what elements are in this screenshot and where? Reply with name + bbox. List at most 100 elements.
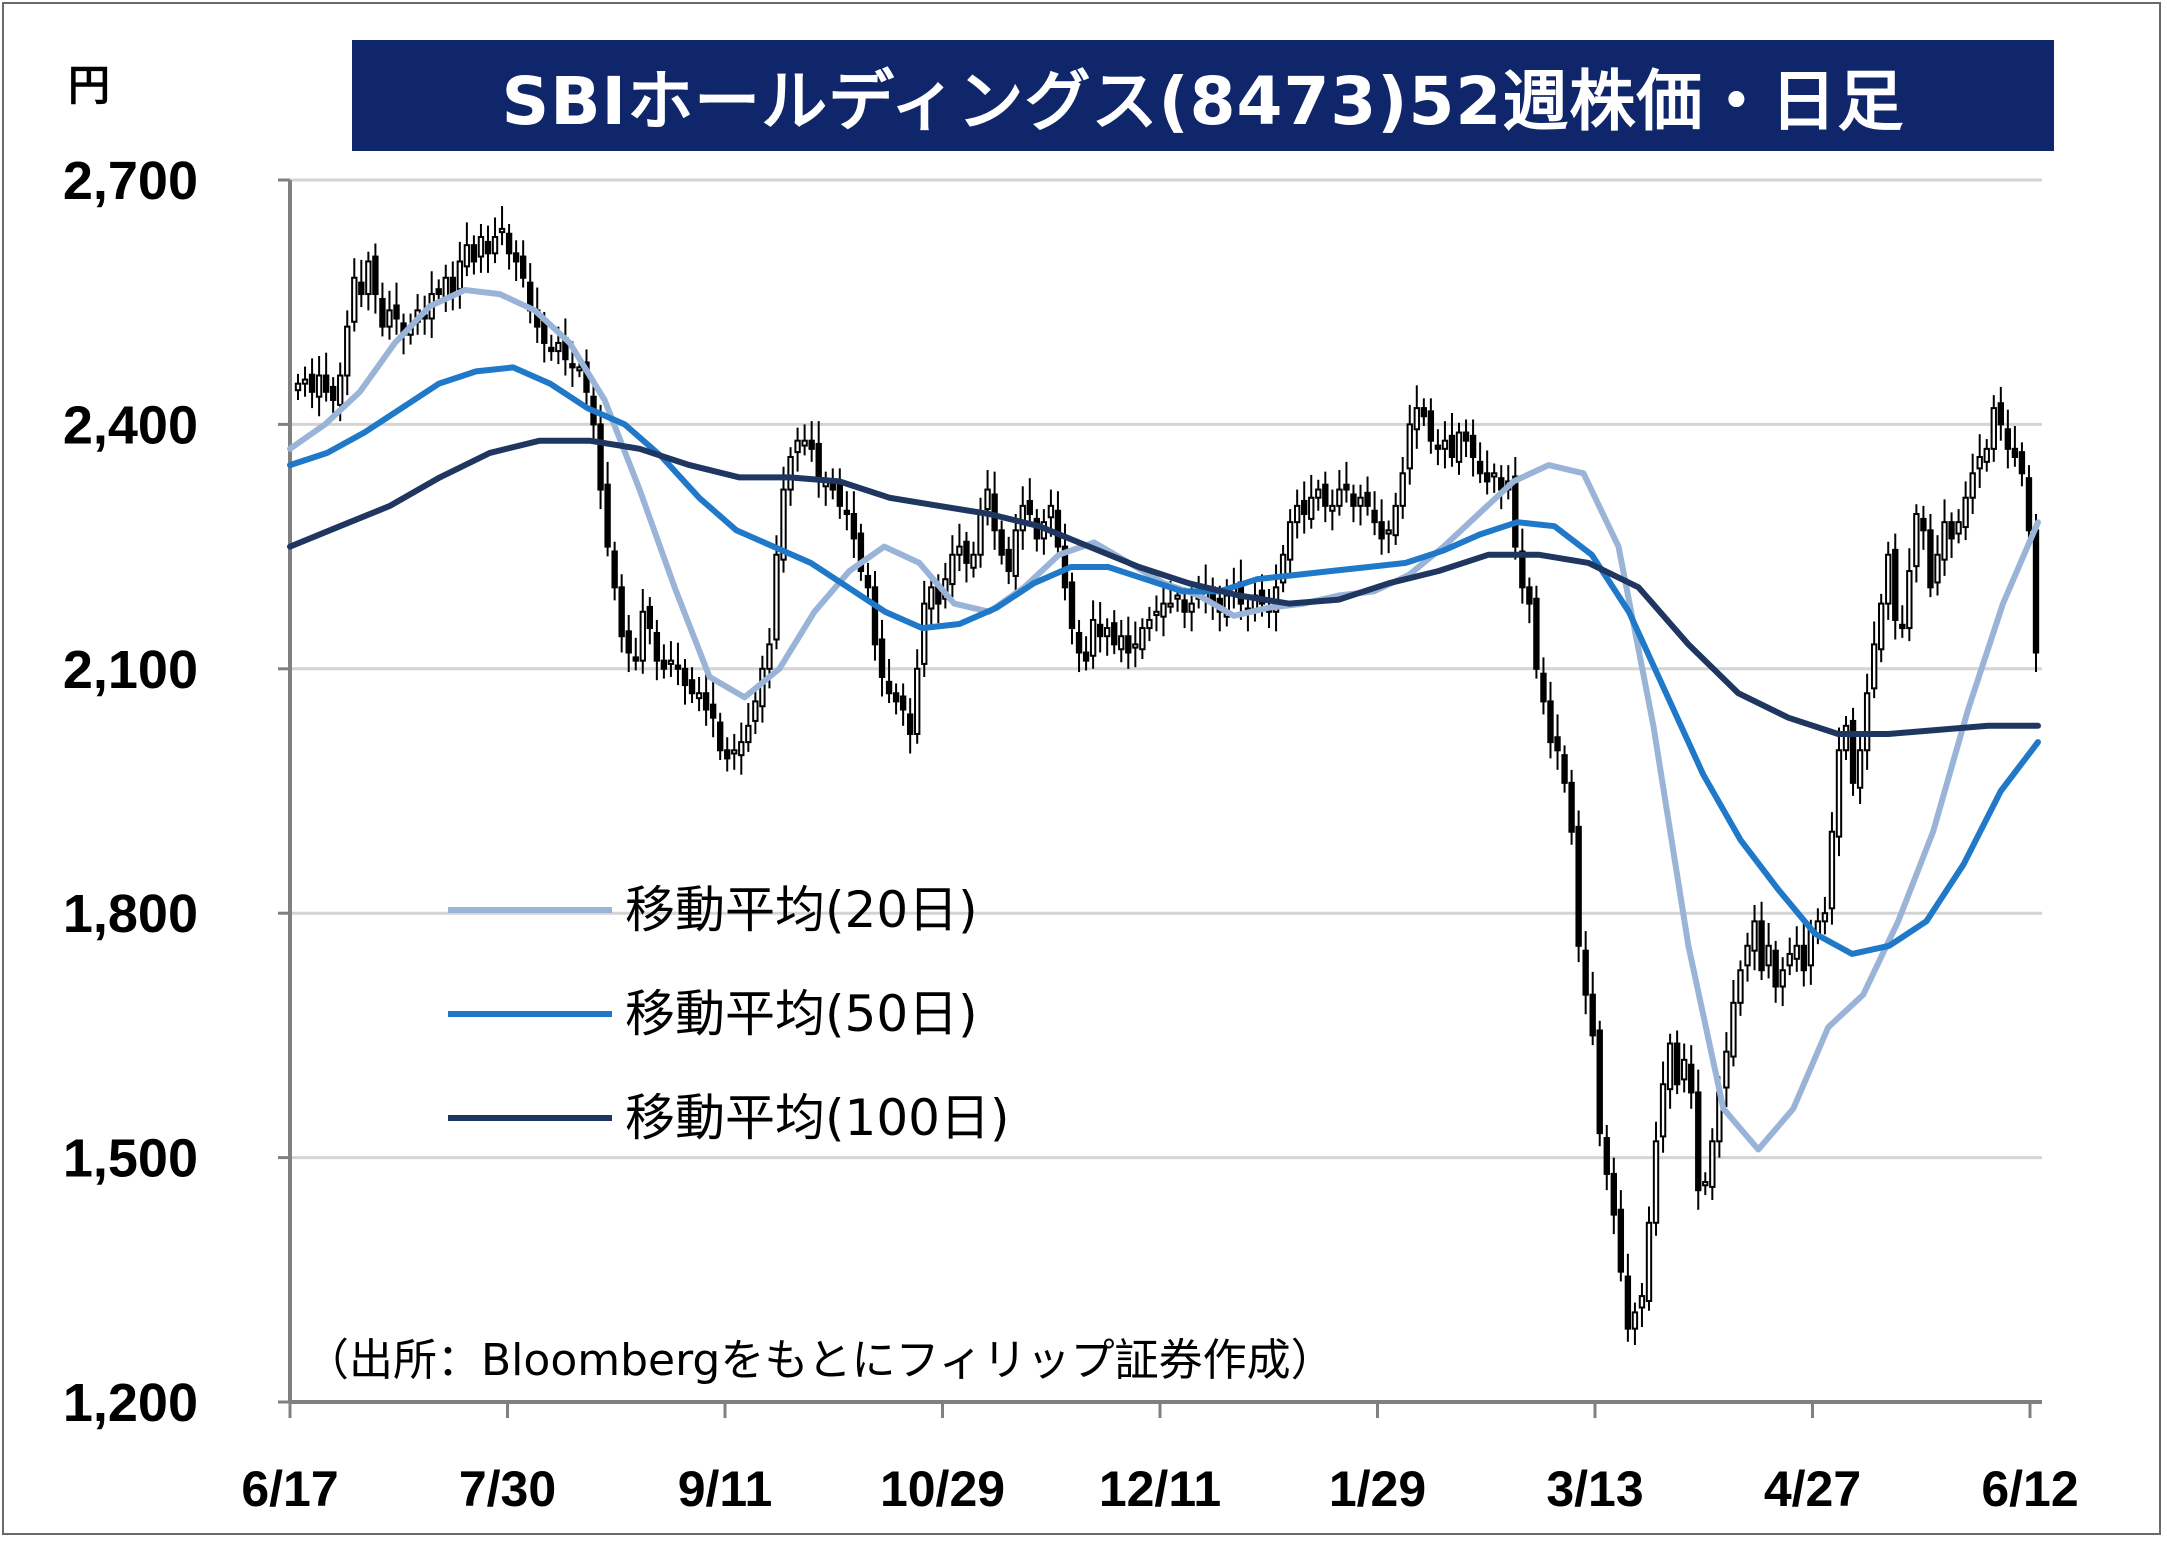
candle-body — [653, 631, 661, 662]
chart-title: SBIホールディングス(8473)52週株価・日足 — [501, 62, 1905, 140]
candle-body — [344, 325, 351, 377]
candle-body — [1111, 622, 1118, 646]
source-note: （出所：Bloombergをもとにフィリップ証券作成） — [305, 1335, 1335, 1386]
candle-body — [358, 281, 365, 296]
candle-body — [308, 373, 316, 393]
candle-body — [801, 439, 808, 447]
candle-body — [1561, 754, 1568, 784]
candle-body — [1941, 521, 1948, 561]
candle-body — [365, 260, 372, 296]
candle-body — [1322, 483, 1329, 507]
candle-body — [1491, 472, 1498, 478]
candle-body — [1096, 623, 1104, 638]
candle-body — [1997, 402, 2004, 426]
candle-body — [1343, 483, 1350, 491]
candle-body — [1765, 944, 1772, 967]
candle-body — [1188, 602, 1195, 613]
candle-body — [1336, 488, 1343, 507]
candle-body — [1969, 472, 1976, 499]
x-tick-label: 10/29 — [880, 1461, 1005, 1517]
candle-body — [1413, 407, 1420, 431]
candle-body — [1174, 594, 1181, 600]
candle-body — [1786, 952, 1793, 967]
candle-body — [1068, 581, 1076, 630]
candle-body — [1364, 491, 1371, 507]
candle-body — [1631, 1311, 1639, 1330]
candle-body — [1645, 1221, 1653, 1302]
candle-body — [977, 513, 984, 556]
y-tick-label: 2,700 — [63, 151, 198, 211]
candle-body — [1758, 920, 1765, 972]
candle-body — [1371, 509, 1378, 524]
candle-body — [836, 483, 843, 507]
candle-body — [512, 252, 520, 263]
candle-body — [1779, 969, 1786, 988]
candle-body — [1540, 672, 1547, 703]
candle-body — [541, 320, 548, 344]
x-tick-label: 12/11 — [1099, 1461, 1221, 1517]
candle-body — [899, 695, 907, 711]
candle-body — [294, 382, 302, 392]
candle-body — [1983, 447, 1990, 463]
candle-body — [1582, 949, 1589, 996]
candle-body — [1160, 602, 1167, 618]
candle-body — [1132, 643, 1139, 649]
candle-body — [906, 713, 914, 735]
candle-body — [569, 363, 576, 369]
candle-body — [878, 638, 886, 678]
candle-body — [1835, 749, 1843, 838]
candle-body — [864, 574, 872, 589]
candle-body — [850, 513, 858, 540]
candle-body — [1054, 509, 1062, 548]
candle-body — [477, 236, 485, 258]
candle-body — [330, 385, 337, 401]
candle-body — [576, 366, 583, 372]
candle-body — [2018, 451, 2026, 475]
candle-body — [337, 374, 344, 406]
candle-body — [815, 442, 822, 483]
candle-body — [1673, 1042, 1681, 1086]
x-tick-label: 4/27 — [1764, 1461, 1861, 1517]
candle-body — [1659, 1083, 1667, 1138]
candle-body — [660, 659, 668, 670]
candle-body — [372, 255, 379, 296]
candle-body — [843, 509, 851, 516]
candle-body — [1139, 627, 1146, 651]
candle-body — [1167, 602, 1174, 608]
candle-body — [1948, 521, 1955, 540]
candle-body — [1899, 623, 1906, 630]
candle-body — [787, 455, 794, 491]
candle-body — [1547, 700, 1554, 744]
candle-body — [470, 244, 478, 263]
candle-body — [1427, 410, 1435, 442]
candle-body — [1378, 521, 1385, 540]
candle-body — [1512, 475, 1519, 548]
y-tick-labels: 1,200 1,500 1,800 2,100 2,400 2,700 — [63, 151, 198, 1433]
candle-body — [709, 703, 717, 719]
candle-body — [1617, 1208, 1625, 1273]
candlesticks — [294, 206, 2040, 1345]
candle-body — [505, 232, 513, 255]
candle-body — [963, 540, 970, 564]
candle-body — [1301, 499, 1308, 516]
candle-body — [674, 664, 682, 670]
candle-body — [1575, 825, 1582, 947]
candle-body — [646, 605, 654, 630]
candle-body — [1047, 504, 1055, 519]
candle-body — [1730, 1001, 1737, 1058]
candle-body — [379, 297, 386, 328]
candle-body — [717, 721, 724, 752]
candle-body — [1399, 472, 1406, 507]
candle-body — [1350, 493, 1357, 507]
candle-body — [794, 439, 801, 454]
candle-body — [611, 550, 618, 589]
y-unit-label: 円 — [68, 61, 111, 110]
candle-body — [1892, 548, 1899, 621]
candle-body — [1702, 1181, 1709, 1187]
candle-body — [1420, 407, 1428, 418]
candle-body — [928, 586, 935, 610]
candle-body — [639, 610, 646, 662]
candle-body — [1082, 651, 1090, 662]
candle-body — [519, 255, 527, 279]
